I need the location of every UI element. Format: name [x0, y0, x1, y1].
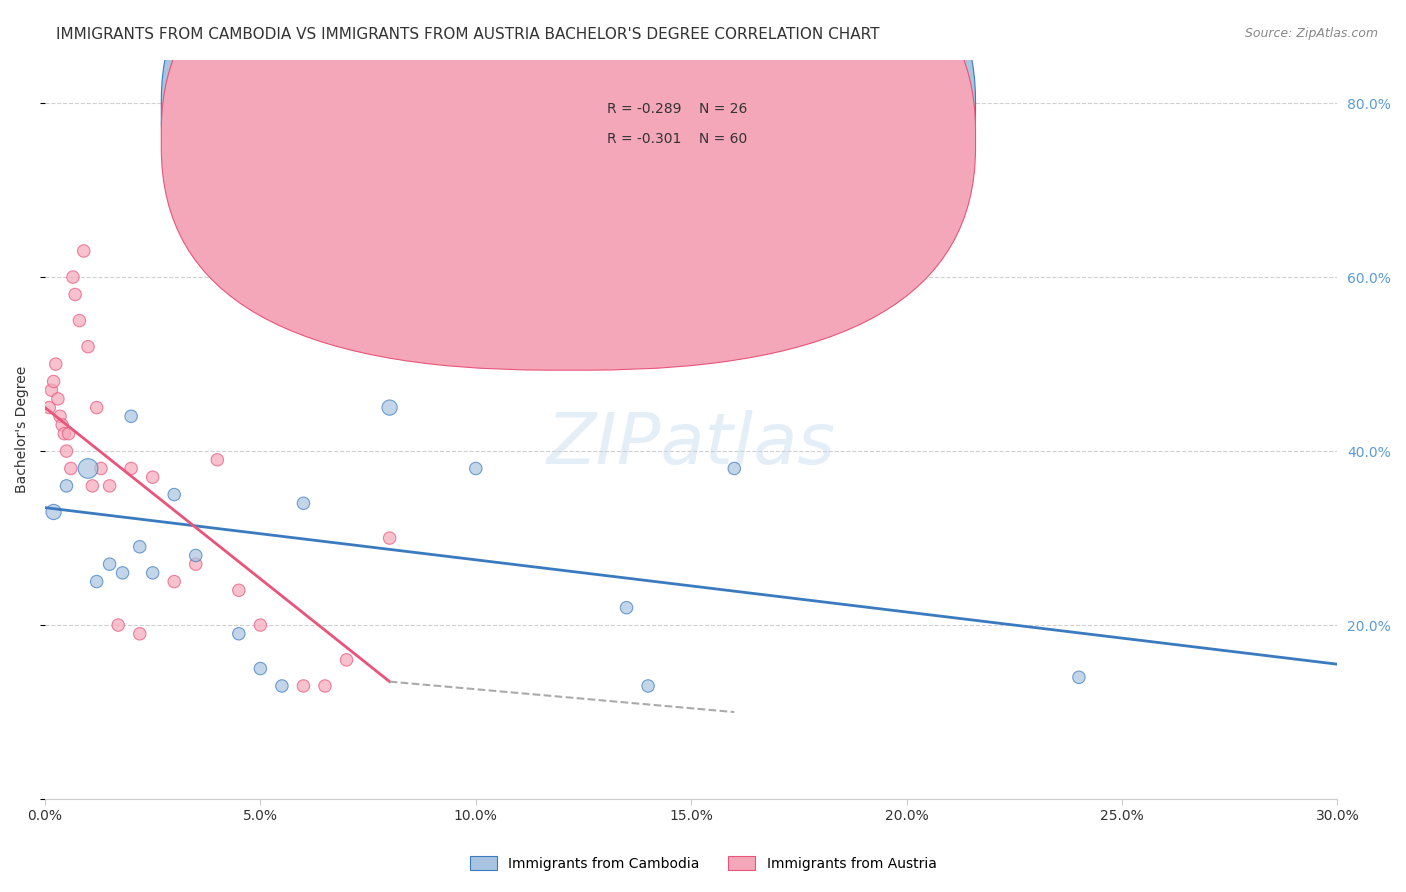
- Point: [86, 401, 108, 415]
- FancyBboxPatch shape: [162, 0, 976, 370]
- Point: [77, 340, 100, 354]
- Text: ZIPatlas: ZIPatlas: [547, 409, 835, 479]
- Point: [723, 461, 745, 475]
- Point: [128, 627, 150, 641]
- Point: [90, 461, 112, 475]
- Point: [378, 401, 401, 415]
- Text: Source: ZipAtlas.com: Source: ZipAtlas.com: [1244, 27, 1378, 40]
- Point: [249, 662, 271, 676]
- Point: [45, 357, 67, 371]
- Point: [58, 426, 80, 441]
- Point: [292, 496, 315, 510]
- Point: [107, 618, 129, 632]
- Point: [67, 313, 90, 327]
- FancyBboxPatch shape: [510, 74, 884, 178]
- Point: [51, 417, 73, 432]
- Point: [38, 401, 60, 415]
- Point: [41, 383, 63, 397]
- Point: [249, 618, 271, 632]
- Point: [637, 679, 659, 693]
- Point: [128, 540, 150, 554]
- Point: [228, 627, 250, 641]
- Point: [59, 461, 82, 475]
- FancyBboxPatch shape: [162, 0, 976, 341]
- Point: [1067, 670, 1090, 684]
- Point: [163, 574, 186, 589]
- Point: [292, 679, 315, 693]
- Text: R = -0.289    N = 26: R = -0.289 N = 26: [607, 103, 748, 116]
- Point: [142, 566, 165, 580]
- Point: [98, 479, 121, 493]
- Point: [228, 583, 250, 598]
- Point: [335, 653, 357, 667]
- Point: [120, 461, 142, 475]
- Point: [616, 600, 638, 615]
- Point: [82, 479, 104, 493]
- Text: IMMIGRANTS FROM CAMBODIA VS IMMIGRANTS FROM AUSTRIA BACHELOR'S DEGREE CORRELATIO: IMMIGRANTS FROM CAMBODIA VS IMMIGRANTS F…: [56, 27, 880, 42]
- Point: [42, 375, 65, 389]
- Point: [142, 470, 165, 484]
- Point: [63, 287, 86, 301]
- Point: [207, 452, 229, 467]
- Point: [77, 461, 100, 475]
- Point: [55, 479, 77, 493]
- Point: [42, 505, 65, 519]
- Point: [86, 574, 108, 589]
- Point: [184, 549, 207, 563]
- Point: [62, 270, 84, 285]
- Point: [464, 461, 486, 475]
- Legend: Immigrants from Cambodia, Immigrants from Austria: Immigrants from Cambodia, Immigrants fro…: [464, 850, 942, 876]
- Text: R = -0.301    N = 60: R = -0.301 N = 60: [607, 132, 748, 145]
- Point: [314, 679, 336, 693]
- Point: [49, 409, 72, 424]
- Point: [184, 557, 207, 571]
- Point: [55, 444, 77, 458]
- Point: [98, 557, 121, 571]
- Point: [46, 392, 69, 406]
- Point: [271, 679, 294, 693]
- Point: [73, 244, 96, 258]
- Point: [53, 426, 76, 441]
- Point: [163, 487, 186, 501]
- Point: [120, 409, 142, 424]
- Point: [111, 566, 134, 580]
- Y-axis label: Bachelor's Degree: Bachelor's Degree: [15, 366, 30, 493]
- Point: [378, 531, 401, 545]
